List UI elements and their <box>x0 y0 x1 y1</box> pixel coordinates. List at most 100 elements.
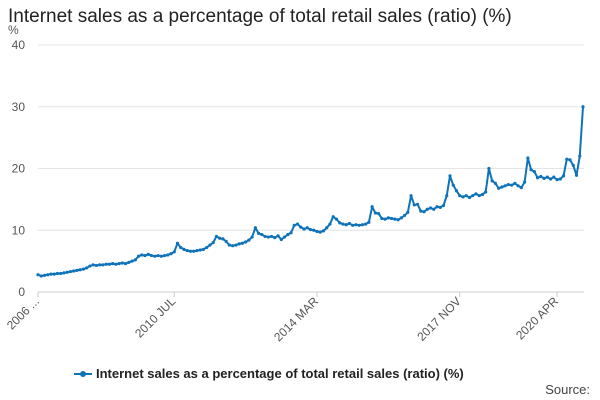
data-point[interactable] <box>377 211 381 216</box>
data-point[interactable] <box>205 245 209 250</box>
data-point[interactable] <box>555 178 559 182</box>
data-point[interactable] <box>390 216 394 221</box>
data-point[interactable] <box>234 243 238 247</box>
data-point[interactable] <box>519 186 523 190</box>
data-point[interactable] <box>448 174 452 178</box>
data-point[interactable] <box>214 234 219 239</box>
data-point[interactable] <box>552 175 556 179</box>
data-point[interactable] <box>98 263 102 267</box>
data-point[interactable] <box>91 263 95 267</box>
data-point[interactable] <box>39 274 43 278</box>
data-point[interactable] <box>539 174 543 179</box>
data-point[interactable] <box>328 222 332 226</box>
data-point[interactable] <box>532 169 536 174</box>
data-point[interactable] <box>490 179 494 183</box>
data-point[interactable] <box>467 195 472 200</box>
data-point[interactable] <box>52 272 56 276</box>
data-point[interactable] <box>451 183 455 187</box>
data-point[interactable] <box>295 222 300 226</box>
data-point[interactable] <box>146 252 150 256</box>
data-point[interactable] <box>276 234 280 238</box>
data-point[interactable] <box>156 253 160 258</box>
data-point[interactable] <box>523 180 527 184</box>
data-point[interactable] <box>153 254 157 258</box>
data-point[interactable] <box>402 213 407 218</box>
data-point[interactable] <box>471 194 475 198</box>
data-point[interactable] <box>500 185 504 189</box>
data-point[interactable] <box>338 221 342 225</box>
data-point[interactable] <box>140 253 144 257</box>
data-point[interactable] <box>493 181 498 185</box>
data-point[interactable] <box>227 243 231 247</box>
data-point[interactable] <box>380 216 384 221</box>
data-point[interactable] <box>117 262 121 266</box>
data-point[interactable] <box>325 226 329 230</box>
data-point[interactable] <box>312 228 316 232</box>
data-point[interactable] <box>166 253 170 257</box>
data-point[interactable] <box>111 262 115 266</box>
data-point[interactable] <box>78 268 82 272</box>
data-point[interactable] <box>497 186 501 190</box>
data-point[interactable] <box>169 252 173 256</box>
data-point[interactable] <box>308 228 313 232</box>
data-point[interactable] <box>464 194 468 198</box>
data-point[interactable] <box>260 232 264 237</box>
data-point[interactable] <box>185 249 189 253</box>
data-point[interactable] <box>415 202 420 206</box>
data-point[interactable] <box>172 250 176 254</box>
data-point[interactable] <box>526 156 530 160</box>
data-point[interactable] <box>364 222 368 226</box>
data-point[interactable] <box>240 241 244 245</box>
data-point[interactable] <box>250 235 254 239</box>
data-point[interactable] <box>279 237 283 242</box>
data-point[interactable] <box>42 273 47 277</box>
data-point[interactable] <box>419 209 423 213</box>
data-point[interactable] <box>201 247 206 251</box>
data-point[interactable] <box>393 217 397 221</box>
data-point[interactable] <box>432 207 436 211</box>
data-point[interactable] <box>136 254 141 258</box>
data-point[interactable] <box>542 176 546 180</box>
data-point[interactable] <box>516 184 520 188</box>
data-point[interactable] <box>428 206 433 210</box>
data-point[interactable] <box>487 166 491 171</box>
data-point[interactable] <box>130 259 134 263</box>
data-point[interactable] <box>396 218 400 222</box>
data-point[interactable] <box>341 222 345 226</box>
data-point[interactable] <box>461 195 465 199</box>
data-point[interactable] <box>344 223 348 227</box>
data-point[interactable] <box>244 240 248 244</box>
data-point[interactable] <box>133 258 137 262</box>
data-point[interactable] <box>65 270 69 274</box>
data-point[interactable] <box>211 241 215 245</box>
data-point[interactable] <box>506 182 510 187</box>
data-point[interactable] <box>425 207 429 211</box>
data-point[interactable] <box>68 270 73 274</box>
data-point[interactable] <box>435 205 439 209</box>
data-point[interactable] <box>571 163 575 168</box>
data-point[interactable] <box>321 229 326 233</box>
data-point[interactable] <box>299 225 303 229</box>
data-point[interactable] <box>561 174 566 178</box>
data-point[interactable] <box>36 273 40 277</box>
data-point[interactable] <box>422 210 426 214</box>
data-point[interactable] <box>558 177 562 181</box>
data-point[interactable] <box>438 205 442 209</box>
data-point[interactable] <box>49 272 53 276</box>
data-point[interactable] <box>458 194 462 198</box>
data-point[interactable] <box>182 247 186 251</box>
data-point[interactable] <box>484 190 488 194</box>
data-point[interactable] <box>247 238 251 242</box>
data-point[interactable] <box>101 263 105 267</box>
data-point[interactable] <box>545 175 549 179</box>
data-point[interactable] <box>581 105 585 109</box>
data-point[interactable] <box>477 194 481 198</box>
data-point[interactable] <box>286 232 290 237</box>
data-point[interactable] <box>445 194 449 198</box>
data-point[interactable] <box>565 157 569 161</box>
data-point[interactable] <box>370 205 374 209</box>
data-point[interactable] <box>406 210 410 214</box>
data-point[interactable] <box>273 236 277 240</box>
data-point[interactable] <box>94 263 98 268</box>
data-point[interactable] <box>237 242 241 246</box>
